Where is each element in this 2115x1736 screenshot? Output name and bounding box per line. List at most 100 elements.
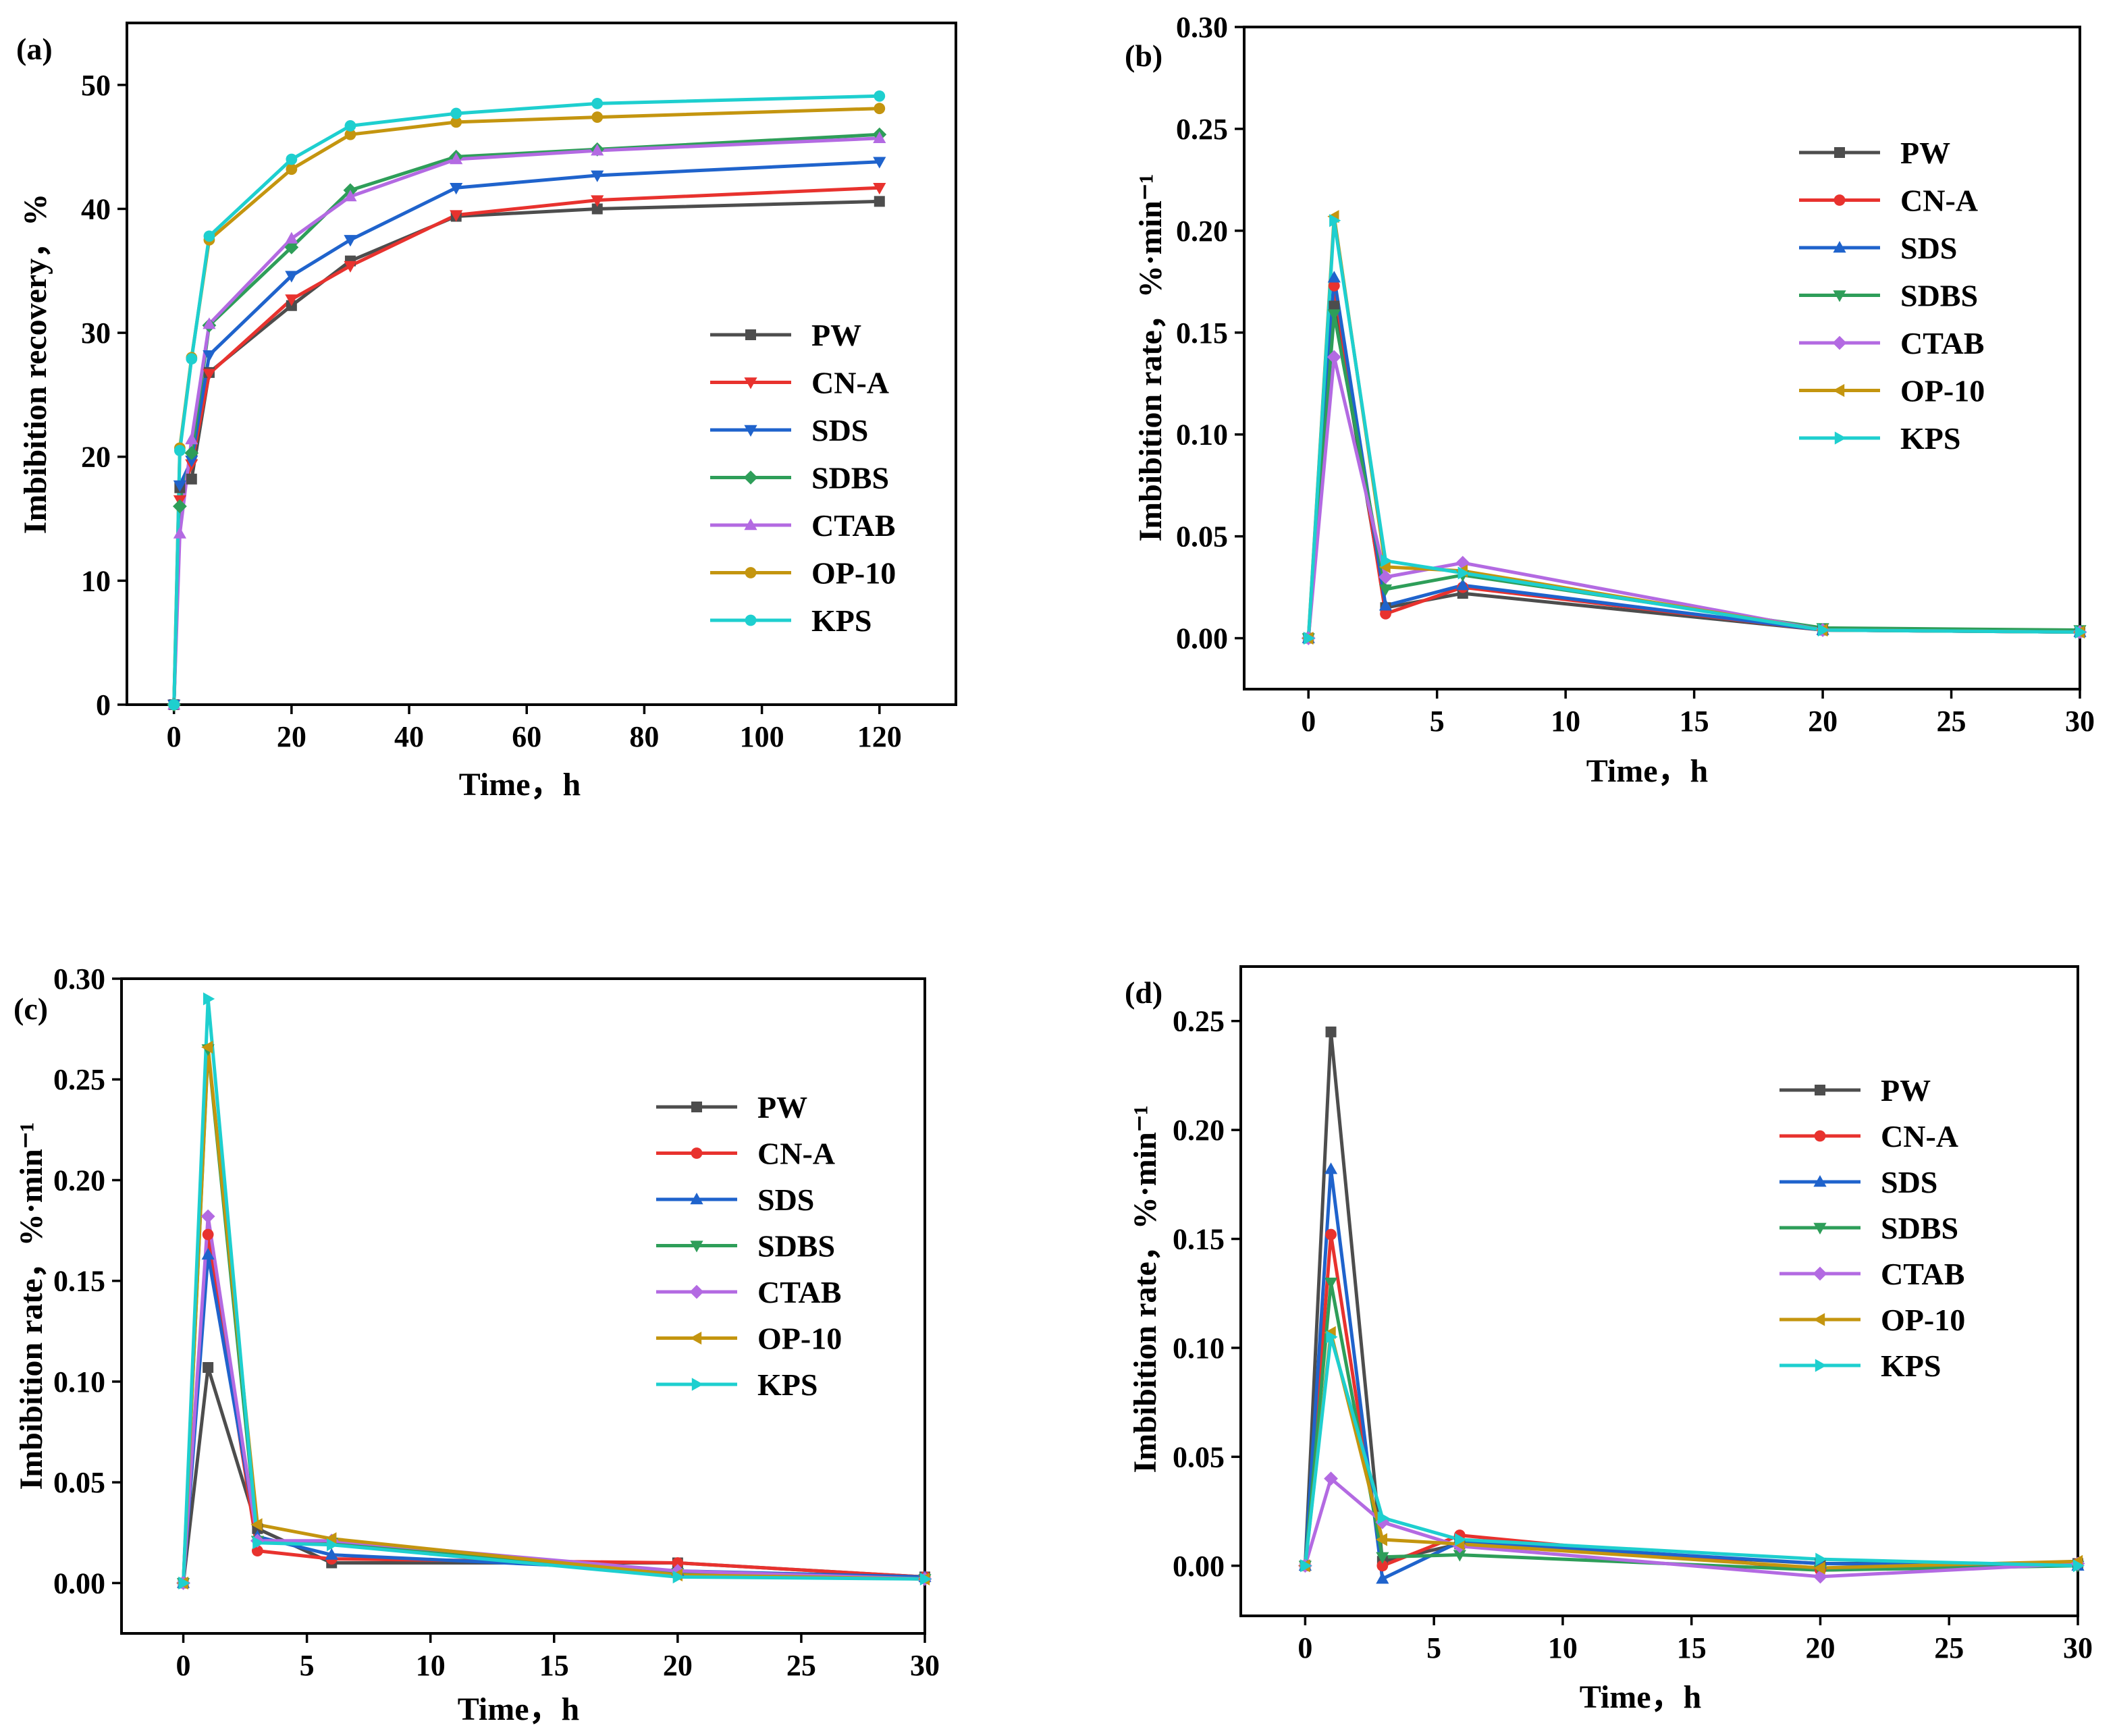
y-tick-label: 10 [81, 564, 111, 597]
data-point-op-10 [344, 128, 356, 140]
x-axis-title: Time，h [458, 1691, 579, 1727]
legend-marker-sdbs [743, 470, 758, 485]
data-point-cn-a [672, 1557, 684, 1569]
legend-label-kps: KPS [811, 603, 872, 638]
series-lines [182, 997, 926, 1583]
data-point-cn-a [344, 261, 357, 273]
legend-marker-cn-a [691, 1147, 703, 1159]
data-point-cn-a [202, 1228, 214, 1241]
data-point-sds [1324, 1162, 1338, 1174]
data-point-pw [1329, 300, 1340, 312]
data-point-sds [185, 456, 198, 468]
legend-label-cn-a: CN-A [1900, 184, 1978, 218]
data-point-kps [1457, 566, 1470, 580]
legend-marker-kps [745, 614, 757, 626]
y-tick-label: 0.20 [53, 1164, 105, 1197]
legend: PW CN-A SDS SDBS CTAB OP-10 KPS [656, 1090, 842, 1402]
axes-frame [1243, 26, 2081, 690]
data-point-cn-a [203, 369, 216, 381]
ticks: 0 5 10 15 20 25 30 0.00 0.05 0.10 0.15 0.20 0.25 [1173, 1005, 2093, 1664]
legend-label-ctab: CTAB [1881, 1257, 1964, 1291]
x-tick-label: 10 [1551, 705, 1580, 738]
x-tick-label: 25 [786, 1649, 816, 1682]
legend-marker-op-10 [690, 1331, 702, 1345]
legend-marker-ctab [744, 518, 757, 531]
legend-label-cn-a: CN-A [811, 366, 889, 400]
data-point-kps [252, 1536, 265, 1550]
data-point-kps [591, 97, 604, 109]
y-tick-label: 30 [81, 317, 111, 350]
data-point-pw [591, 203, 603, 215]
data-point-sds [344, 235, 357, 247]
data-point-kps [1329, 214, 1341, 227]
data-point-kps [1815, 1552, 1827, 1566]
data-point-sdbs [1453, 1550, 1466, 1562]
ticks: 0 5 10 15 20 25 30 0.00 0.05 0.10 0.15 0.20 0.25 0.30 [53, 962, 940, 1682]
x-tick-label: 60 [512, 720, 541, 753]
legend-marker-ctab [1813, 1266, 1827, 1281]
y-tick-label: 0.15 [53, 1265, 105, 1298]
data-point-cn-a [285, 294, 298, 306]
legend-marker-sds [1813, 1175, 1827, 1187]
series-line-sdbs [1303, 1280, 2079, 1572]
data-point-kps [203, 230, 215, 242]
y-axis-title: Imbibition rate，%·min⁻¹ [1133, 173, 1169, 541]
x-tick-label: 10 [1548, 1631, 1578, 1664]
series-markers [1297, 1026, 2085, 1584]
data-point-kps [1381, 554, 1393, 568]
x-tick-label: 120 [857, 720, 902, 753]
legend-label-cn-a: CN-A [757, 1137, 835, 1171]
panel-tag: (a) [16, 32, 53, 66]
data-point-pw [186, 473, 197, 485]
axes-frame [126, 22, 957, 706]
legend-label-sdbs: SDBS [757, 1229, 835, 1264]
data-point-sdbs [1327, 309, 1341, 321]
data-point-kps [1455, 1533, 1467, 1546]
legend-label-sdbs: SDBS [1881, 1211, 1958, 1245]
x-tick-label: 40 [394, 720, 424, 753]
data-point-ctab [1813, 1569, 1827, 1584]
data-point-sds [1378, 599, 1393, 611]
y-tick-label: 40 [81, 192, 111, 225]
axes-frame [1239, 965, 2079, 1617]
series-markers [1301, 210, 2087, 645]
y-tick-label: 0.00 [1173, 1550, 1225, 1583]
y-tick-label: 50 [81, 69, 111, 102]
legend-marker-pw [1815, 1085, 1825, 1095]
legend: PW CN-A SDS SDBS CTAB OP-10 KPS [1779, 1073, 1965, 1383]
y-tick-label: 0.05 [53, 1466, 105, 1499]
legend-marker-pw [691, 1102, 702, 1112]
legend-label-op-10: OP-10 [757, 1322, 842, 1356]
data-point-kps [286, 153, 298, 165]
data-point-op-10 [286, 163, 298, 175]
y-tick-label: 0.15 [1176, 317, 1228, 350]
x-axis-title: Time，h [459, 767, 581, 803]
y-tick-label: 0.25 [1176, 113, 1228, 146]
data-point-op-10 [1813, 1561, 1825, 1575]
x-tick-label: 30 [2065, 705, 2095, 738]
data-point-sds [203, 350, 216, 362]
legend: PW CN-A SDS SDBS CTAB OP-10 KPS [1799, 136, 1985, 456]
data-point-sdbs [1376, 1552, 1389, 1564]
legend-label-sdbs: SDBS [1900, 279, 1978, 313]
data-point-ctab [344, 190, 357, 202]
data-point-cn-a [1376, 1560, 1389, 1572]
data-point-ctab [873, 131, 886, 143]
y-tick-label: 0.30 [53, 962, 105, 996]
y-tick-label: 0.10 [1173, 1332, 1225, 1365]
data-point-sds [873, 157, 886, 169]
data-point-op-10 [201, 1040, 213, 1054]
legend-label-pw: PW [1881, 1073, 1931, 1108]
data-point-sdbs [172, 499, 187, 514]
legend-marker-pw [745, 329, 756, 340]
data-point-kps [168, 699, 180, 711]
data-point-sds [1327, 271, 1341, 283]
data-point-kps [173, 445, 186, 456]
data-point-sdbs [184, 445, 199, 460]
panel-tag: (c) [14, 992, 48, 1026]
data-point-cn-a [591, 195, 604, 207]
data-point-sds [173, 480, 186, 492]
legend-marker-sdbs [1813, 1222, 1827, 1235]
series-markers [167, 90, 887, 712]
data-point-kps [2072, 1559, 2085, 1573]
